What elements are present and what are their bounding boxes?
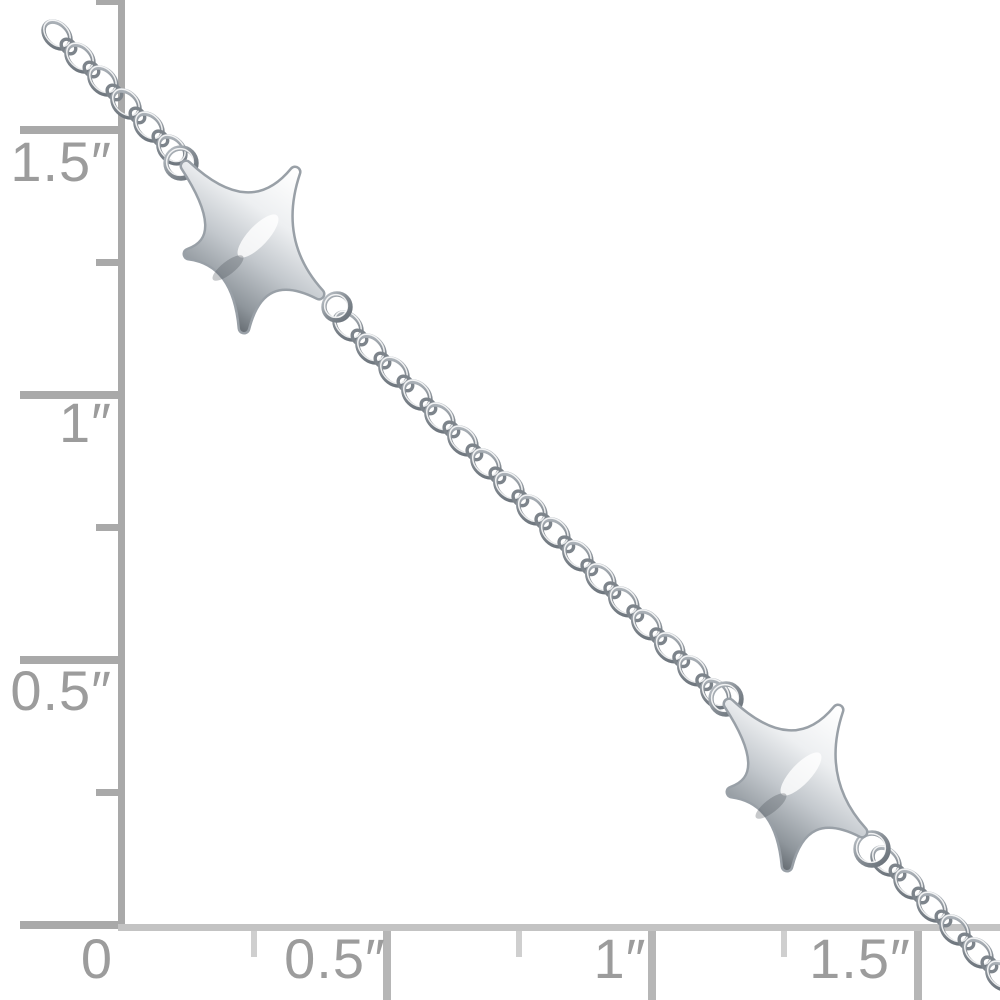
chain-connector-link bbox=[580, 558, 599, 577]
chain-connector-link bbox=[488, 466, 507, 485]
chain-link-highlight bbox=[563, 540, 592, 569]
chain-link-highlight bbox=[157, 134, 186, 163]
chain-connector-link bbox=[511, 489, 530, 508]
chain-connector-link bbox=[350, 328, 369, 347]
v-minor-tick bbox=[96, 259, 118, 266]
chain-link-highlight bbox=[43, 19, 71, 48]
chain-connector-link bbox=[626, 604, 645, 623]
chain-connector-link bbox=[603, 581, 622, 600]
chain-connector-link bbox=[419, 397, 438, 416]
chain-link-highlight bbox=[872, 845, 900, 874]
chain-link-highlight bbox=[89, 65, 117, 94]
chain-connector-link bbox=[957, 932, 976, 951]
h-minor-tick bbox=[251, 931, 257, 957]
chain-connector-link bbox=[465, 443, 484, 462]
chain-link-highlight bbox=[380, 356, 408, 385]
starfish-shadow-crease bbox=[755, 793, 787, 819]
h-minor-tick bbox=[516, 931, 522, 957]
jump-ring-highlight bbox=[165, 147, 195, 177]
chain-link-highlight bbox=[66, 42, 94, 71]
vertical-ruler-line bbox=[118, 0, 125, 931]
v-major-tick-0 bbox=[20, 921, 118, 929]
chain-connector-link bbox=[980, 955, 999, 974]
chain-link-highlight bbox=[586, 563, 615, 592]
chain-connector-link bbox=[82, 60, 101, 79]
ruler-label-v-0.5in: 0.5″ bbox=[10, 659, 112, 722]
h-major-tick-1 bbox=[648, 931, 656, 1000]
chain-connector-link bbox=[649, 627, 668, 646]
chain-link-highlight bbox=[540, 517, 569, 546]
chain-link-highlight bbox=[895, 868, 923, 897]
h-major-tick-0.5 bbox=[383, 931, 391, 1000]
jump-ring-highlight bbox=[710, 683, 740, 713]
chain-link-highlight bbox=[494, 471, 523, 500]
ruler-label-v-1.5in: 1.5″ bbox=[10, 130, 112, 193]
h-major-tick-1.5 bbox=[914, 931, 922, 1000]
ruler-label-h-1.5in: 1.5″ bbox=[809, 927, 911, 990]
starfish-glint bbox=[780, 752, 822, 796]
chain-link-highlight bbox=[678, 655, 707, 684]
v-minor-tick bbox=[96, 524, 118, 531]
ruler-label-h-0: 0 bbox=[80, 927, 114, 990]
chain-link-highlight bbox=[334, 310, 362, 339]
chain-connector-link bbox=[128, 106, 147, 125]
jump-ring-highlight bbox=[323, 293, 349, 319]
chain-connector-link bbox=[151, 129, 170, 148]
chain-link-highlight bbox=[425, 402, 454, 431]
chain-link-highlight bbox=[517, 494, 546, 523]
chain-connector-link bbox=[442, 420, 461, 439]
starfish-glint bbox=[237, 214, 279, 258]
chain-link-highlight bbox=[471, 448, 500, 477]
chain-connector-link bbox=[396, 374, 415, 393]
v-major-tick-1 bbox=[20, 391, 118, 399]
starfish-shadow-crease bbox=[212, 255, 244, 281]
horizontal-ruler-line bbox=[118, 924, 1000, 931]
ruler-label-h-1in: 1″ bbox=[593, 927, 647, 990]
v-major-tick-0.5 bbox=[20, 656, 118, 664]
chain-connector-link bbox=[557, 535, 576, 554]
chain-link-highlight bbox=[655, 632, 684, 661]
chain-connector-link bbox=[888, 863, 907, 882]
chain-link-highlight bbox=[112, 88, 140, 117]
v-minor-tick bbox=[96, 0, 118, 5]
chain-link-highlight bbox=[918, 891, 946, 920]
chain-connector-link bbox=[373, 351, 392, 370]
v-minor-tick bbox=[96, 789, 118, 796]
chain-connector-link bbox=[911, 886, 930, 905]
chain-connector-link bbox=[934, 909, 953, 928]
chain-connector-link bbox=[672, 650, 691, 669]
chain-connector-link bbox=[105, 83, 124, 102]
ruler-label-v-1in: 1″ bbox=[59, 391, 112, 454]
chain-link-highlight bbox=[941, 914, 969, 943]
chain-connector-link bbox=[695, 673, 714, 692]
h-minor-tick bbox=[781, 931, 787, 957]
ruler-label-h-0.5in: 0.5″ bbox=[284, 927, 386, 990]
jump-ring-highlight bbox=[855, 832, 887, 864]
chain-link-highlight bbox=[632, 609, 661, 638]
chain-link-highlight bbox=[986, 960, 1000, 989]
chain-link-highlight bbox=[609, 586, 638, 615]
jump-rings bbox=[163, 145, 891, 868]
chain-connector-link bbox=[59, 37, 78, 56]
chain-link-highlight bbox=[448, 425, 477, 454]
chain-connector-link bbox=[534, 512, 553, 531]
v-major-tick-1.5 bbox=[20, 126, 118, 134]
starfish-charms bbox=[179, 159, 869, 873]
chain-link-highlight bbox=[963, 937, 992, 966]
chain-link-highlight bbox=[357, 333, 385, 362]
chain-link-highlight bbox=[134, 111, 163, 140]
chain-link-highlight bbox=[403, 379, 431, 408]
